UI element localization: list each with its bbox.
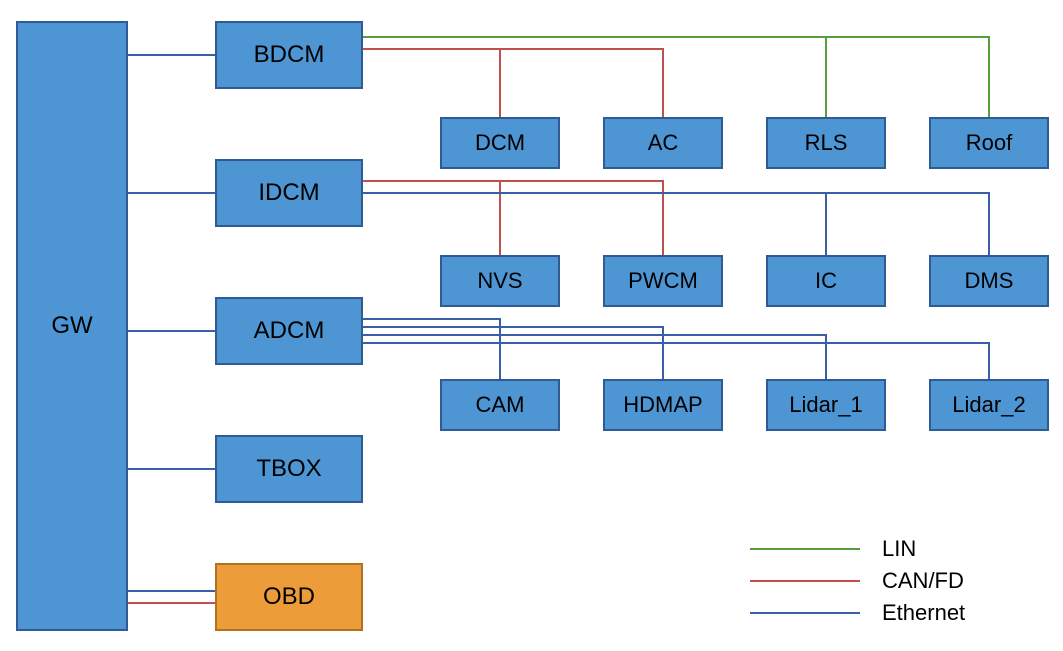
node-ac-label: AC (648, 130, 679, 156)
node-pwcm-label: PWCM (628, 268, 698, 294)
legend-label-ethernet: Ethernet (882, 600, 965, 626)
node-nvs-label: NVS (477, 268, 522, 294)
node-cam-label: CAM (476, 392, 525, 418)
node-lidar1: Lidar_1 (766, 379, 886, 431)
node-tbox-label: TBOX (256, 455, 321, 483)
node-bdcm-label: BDCM (254, 41, 325, 69)
node-roof-label: Roof (966, 130, 1012, 156)
node-dcm-label: DCM (475, 130, 525, 156)
legend-row-canfd: CAN/FD (750, 565, 965, 597)
node-nvs: NVS (440, 255, 560, 307)
legend-swatch-lin (750, 548, 860, 550)
node-idcm-label: IDCM (258, 179, 319, 207)
legend-row-ethernet: Ethernet (750, 597, 965, 629)
node-roof: Roof (929, 117, 1049, 169)
legend-label-canfd: CAN/FD (882, 568, 964, 594)
legend: LIN CAN/FD Ethernet (750, 533, 965, 629)
node-cam: CAM (440, 379, 560, 431)
node-obd-label: OBD (263, 583, 315, 611)
node-dms-label: DMS (965, 268, 1014, 294)
node-idcm: IDCM (215, 159, 363, 227)
node-dcm: DCM (440, 117, 560, 169)
node-ac: AC (603, 117, 723, 169)
node-tbox: TBOX (215, 435, 363, 503)
node-hdmap: HDMAP (603, 379, 723, 431)
node-lidar2-label: Lidar_2 (952, 392, 1025, 418)
node-bdcm: BDCM (215, 21, 363, 89)
diagram-stage: GW BDCM IDCM ADCM TBOX OBD DCM AC RLS Ro… (0, 0, 1063, 651)
legend-label-lin: LIN (882, 536, 916, 562)
node-gw-label: GW (51, 312, 92, 340)
node-gw: GW (16, 21, 128, 631)
node-ic: IC (766, 255, 886, 307)
node-rls-label: RLS (805, 130, 848, 156)
node-adcm-label: ADCM (254, 317, 325, 345)
legend-swatch-ethernet (750, 612, 860, 614)
legend-swatch-canfd (750, 580, 860, 582)
node-rls: RLS (766, 117, 886, 169)
node-hdmap-label: HDMAP (623, 392, 702, 418)
node-lidar2: Lidar_2 (929, 379, 1049, 431)
node-ic-label: IC (815, 268, 837, 294)
node-lidar1-label: Lidar_1 (789, 392, 862, 418)
node-adcm: ADCM (215, 297, 363, 365)
node-obd: OBD (215, 563, 363, 631)
node-pwcm: PWCM (603, 255, 723, 307)
node-dms: DMS (929, 255, 1049, 307)
legend-row-lin: LIN (750, 533, 965, 565)
